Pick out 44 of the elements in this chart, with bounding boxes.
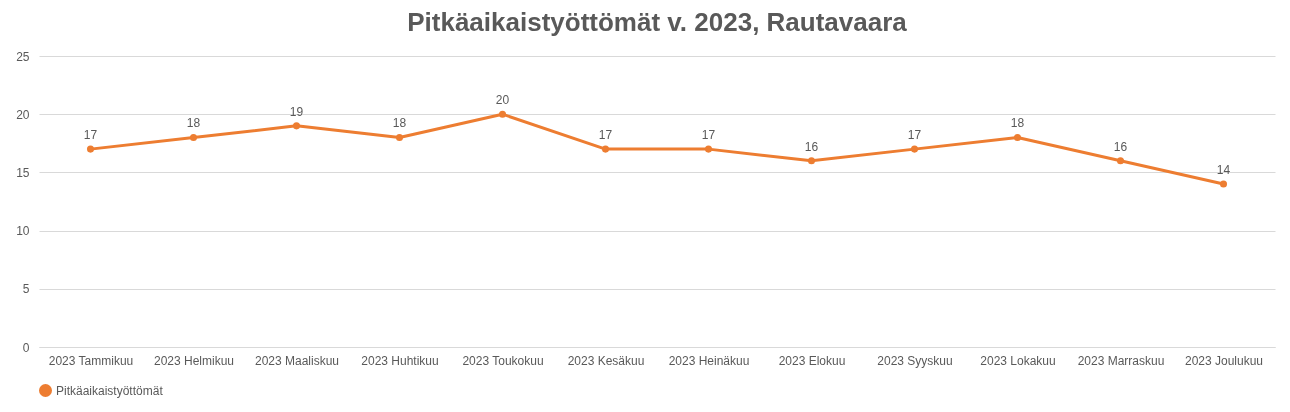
point bbox=[498, 110, 507, 118]
data-label: 17 bbox=[907, 128, 922, 143]
point bbox=[1219, 180, 1228, 188]
data-label: 16 bbox=[804, 139, 819, 154]
point bbox=[704, 145, 713, 153]
point bbox=[1116, 157, 1125, 165]
y-tick-label: 25 bbox=[16, 49, 30, 64]
data-label: 18 bbox=[1010, 116, 1025, 131]
point bbox=[189, 133, 198, 142]
x-tick-label: 2023 Tammikuu bbox=[48, 353, 134, 368]
y-tick-label: 15 bbox=[16, 165, 30, 180]
data-label: 16 bbox=[1113, 139, 1128, 154]
x-tick-label: 2023 Elokuu bbox=[778, 353, 846, 368]
point bbox=[807, 157, 816, 165]
x-tick-label: 2023 Heinäkuu bbox=[668, 353, 750, 368]
point bbox=[910, 145, 919, 153]
point bbox=[601, 145, 610, 153]
data-label: 19 bbox=[289, 104, 304, 119]
x-tick-label: 2023 Kesäkuu bbox=[567, 353, 645, 368]
data-label: 14 bbox=[1216, 163, 1231, 178]
x-tick-label: 2023 Maaliskuu bbox=[254, 353, 340, 368]
data-label: 17 bbox=[83, 128, 98, 143]
y-tick-label: 10 bbox=[16, 224, 30, 239]
x-tick-label: 2023 Syyskuu bbox=[877, 353, 953, 368]
point bbox=[1013, 133, 1022, 142]
y-tick-label: 5 bbox=[22, 282, 30, 297]
data-label: 17 bbox=[701, 128, 716, 143]
x-tick-label: 2023 Huhtikuu bbox=[361, 353, 439, 368]
chart-title: Pitkäaikaistyöttömät v. 2023, Rautavaara bbox=[407, 7, 908, 37]
data-label: 18 bbox=[392, 116, 407, 131]
point bbox=[292, 122, 301, 130]
y-tick-label: 0 bbox=[22, 340, 30, 355]
y-tick-label: 20 bbox=[16, 107, 30, 122]
data-label: 17 bbox=[598, 128, 613, 143]
x-tick-label: 2023 Lokakuu bbox=[980, 353, 1056, 368]
data-label: 18 bbox=[186, 116, 201, 131]
point bbox=[86, 145, 95, 153]
point bbox=[395, 133, 404, 142]
data-label: 20 bbox=[495, 93, 510, 108]
x-tick-label: 2023 Toukokuu bbox=[462, 353, 544, 368]
x-tick-label: 2023 Joulukuu bbox=[1184, 353, 1264, 368]
legend-label: Pitkäaikaistyöttömät bbox=[56, 383, 164, 398]
x-tick-label: 2023 Marraskuu bbox=[1077, 353, 1165, 368]
x-tick-label: 2023 Helmikuu bbox=[153, 353, 235, 368]
